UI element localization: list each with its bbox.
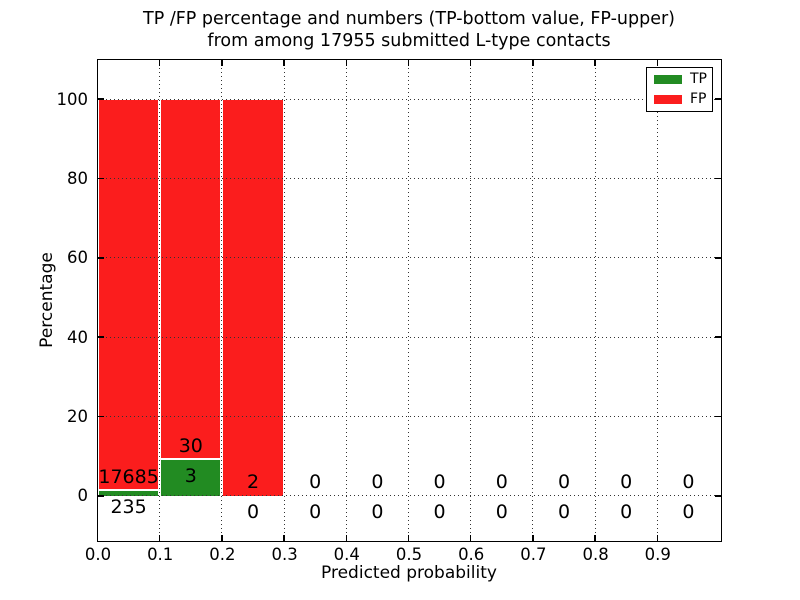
chart-title-line2: from among 17955 submitted L-type contac…	[207, 31, 611, 51]
gridline-h	[97, 257, 721, 259]
fp-count-label: 0	[620, 470, 633, 493]
x-tick-label: 0.5	[395, 545, 423, 564]
plot-area: 17685 235 30 3 2 0 0 0 0 0 0 0 0 0 0 0 0 0 0 0	[96, 58, 722, 542]
y-tick-label: 80	[67, 169, 88, 188]
y-tick-label: 0	[77, 486, 89, 506]
x-tick-label: 0.3	[271, 545, 298, 564]
tp-count-label: 0	[620, 500, 633, 523]
x-tick-label: 0.4	[333, 545, 360, 564]
y-tick-label: 100	[56, 89, 89, 109]
y-tick-label: 60	[67, 248, 88, 268]
fp-count-label: 0	[557, 470, 571, 493]
y-tick-label: 40	[67, 327, 88, 347]
gridline-v	[221, 59, 223, 541]
x-tick-mark-bottom	[221, 534, 223, 541]
fp-count-label: 0	[371, 470, 384, 493]
fp-count-label: 0	[433, 470, 446, 493]
bar-tp	[99, 490, 159, 496]
x-tick-mark-bottom	[407, 534, 410, 541]
tp-count-label: 0	[309, 500, 322, 523]
gridline-v	[345, 59, 347, 541]
gridline-h	[97, 416, 721, 418]
y-tick-label: 20	[67, 407, 88, 427]
y-tick-mark-left	[97, 257, 104, 259]
fp-count-label: 0	[495, 470, 508, 493]
x-tick-label: 0.0	[84, 545, 112, 564]
legend-label-fp: FP	[690, 91, 707, 107]
x-tick-mark-top	[594, 59, 596, 66]
gridline-h	[97, 178, 721, 179]
y-tick-mark-left	[97, 177, 104, 180]
y-tick-mark-left	[97, 336, 104, 338]
x-tick-mark-bottom	[532, 534, 534, 541]
y-tick-mark-right	[714, 177, 721, 180]
tp-count-label: 0	[495, 500, 508, 523]
x-tick-mark-bottom	[283, 534, 285, 541]
y-tick-mark-right	[714, 336, 721, 338]
gridline-h	[97, 495, 721, 497]
fp-count-label: 30	[178, 434, 203, 457]
x-tick-mark-top	[221, 59, 223, 66]
x-tick-mark-bottom	[158, 534, 161, 541]
legend: TP FP	[646, 67, 713, 112]
y-tick-mark-right	[714, 257, 721, 259]
tp-count-label: 235	[110, 495, 147, 518]
bar-fp	[99, 100, 159, 490]
fp-count-label: 0	[682, 470, 695, 493]
chart-title-line1: TP /FP percentage and numbers (TP-bottom…	[143, 9, 675, 29]
x-tick-mark-bottom	[96, 534, 99, 541]
tp-count-label: 0	[433, 500, 446, 523]
x-tick-mark-bottom	[656, 534, 659, 541]
x-axis-label: Predicted probability	[321, 563, 497, 583]
x-tick-label: 0.6	[458, 545, 485, 564]
x-tick-mark-top	[283, 59, 285, 66]
legend-swatch-fp	[654, 95, 682, 104]
x-tick-mark-top	[96, 59, 99, 66]
gridline-v	[408, 59, 409, 541]
x-tick-label: 0.1	[147, 545, 174, 564]
tp-count-label: 0	[682, 500, 695, 523]
y-tick-mark-left	[97, 98, 104, 100]
x-tick-label: 0.7	[520, 545, 547, 564]
fp-count-label: 17685	[98, 465, 159, 488]
x-tick-label: 0.2	[209, 545, 236, 564]
gridline-v	[532, 59, 534, 541]
x-tick-label: 0.8	[582, 545, 609, 564]
y-tick-mark-right	[714, 495, 721, 497]
gridline-h	[97, 98, 721, 100]
x-tick-label: 0.9	[644, 545, 671, 564]
gridline-v	[594, 59, 596, 541]
bar-fp	[161, 100, 221, 459]
x-tick-mark-top	[345, 59, 348, 66]
y-tick-mark-right	[714, 98, 721, 100]
tp-count-label: 3	[184, 464, 197, 487]
y-tick-mark-left	[97, 415, 104, 418]
x-tick-mark-bottom	[469, 534, 472, 541]
tp-count-label: 0	[371, 500, 384, 523]
fp-count-label: 0	[309, 470, 322, 493]
x-tick-mark-top	[158, 59, 161, 66]
x-tick-mark-top	[469, 59, 472, 66]
y-tick-mark-left	[97, 495, 104, 497]
fp-count-label: 2	[246, 470, 260, 493]
tp-count-label: 0	[557, 500, 571, 523]
gridline-h	[97, 336, 721, 338]
x-tick-mark-bottom	[594, 534, 596, 541]
bar-fp	[223, 100, 283, 496]
tp-count-label: 0	[246, 500, 260, 523]
x-tick-mark-top	[532, 59, 534, 66]
gridline-v	[159, 59, 161, 541]
gridline-v	[470, 59, 472, 541]
y-tick-mark-right	[714, 415, 721, 418]
gridline-v	[283, 59, 285, 541]
x-tick-mark-bottom	[345, 534, 348, 541]
legend-label-tp: TP	[690, 71, 707, 87]
x-tick-mark-top	[407, 59, 410, 66]
gridline-v	[656, 59, 658, 541]
legend-swatch-tp	[654, 75, 682, 84]
x-tick-mark-top	[656, 59, 659, 66]
bar-tp	[161, 459, 221, 496]
